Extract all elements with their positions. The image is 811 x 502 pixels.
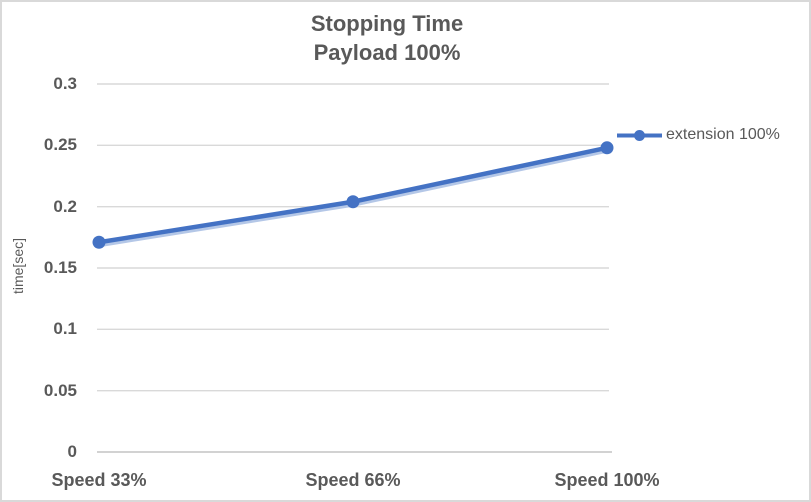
series-line [96, 145, 610, 245]
legend: extension 100% [616, 126, 780, 144]
x-category-label: Speed 100% [554, 470, 660, 490]
data-point-marker [92, 235, 106, 249]
y-tick-label: 0.15 [43, 258, 77, 277]
chart-subtitle: Payload 100% [313, 40, 461, 65]
x-category-label: Speed 66% [305, 470, 401, 490]
x-category-label: Speed 33% [51, 470, 147, 490]
y-tick-label: 0.05 [43, 380, 77, 400]
chart-title-block: Stopping Time Payload 100% [2, 9, 772, 67]
data-point-marker [600, 141, 614, 155]
y-tick-label: 0.3 [53, 74, 77, 93]
y-tick-label: 0.25 [43, 135, 77, 155]
y-tick-label: 0 [67, 442, 77, 461]
y-tick-label: 0.1 [53, 319, 77, 339]
y-tick-label: 0.2 [53, 196, 77, 216]
legend-label: extension 100% [666, 126, 780, 143]
legend-line-marker-icon [617, 129, 662, 141]
data-point-marker [346, 195, 360, 209]
chart-title: Stopping Time [310, 11, 464, 36]
